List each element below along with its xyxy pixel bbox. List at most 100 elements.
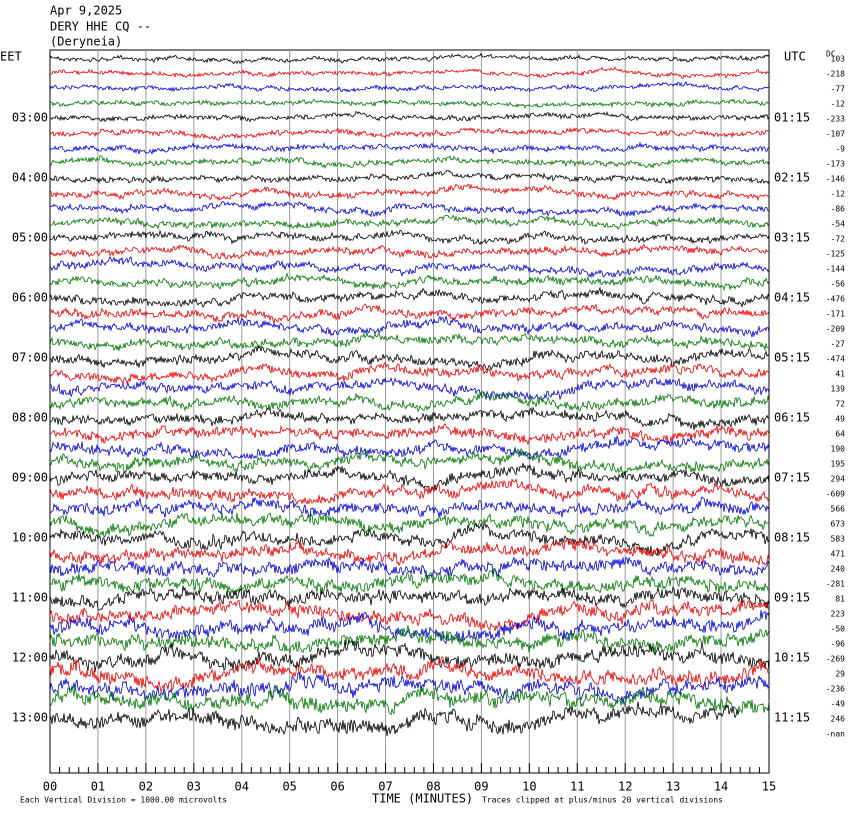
x-tick-label: 07 bbox=[378, 780, 392, 794]
dc-offset: -209 bbox=[826, 325, 845, 334]
dc-offset: 673 bbox=[831, 520, 846, 529]
trace bbox=[49, 330, 770, 352]
dc-offset: -218 bbox=[826, 70, 845, 79]
trace bbox=[49, 80, 769, 93]
trace bbox=[49, 684, 770, 716]
trace bbox=[49, 286, 770, 309]
dc-offset: -236 bbox=[826, 685, 845, 694]
trace bbox=[49, 638, 770, 673]
trace bbox=[49, 183, 770, 202]
left-time: 08:00 bbox=[12, 411, 48, 425]
dc-offset: -173 bbox=[826, 160, 845, 169]
trace bbox=[49, 256, 770, 279]
right-zone: UTC bbox=[784, 50, 806, 64]
left-time: 05:00 bbox=[12, 231, 48, 245]
right-time: 08:15 bbox=[774, 531, 810, 545]
right-time: 05:15 bbox=[774, 351, 810, 365]
x-tick-label: 06 bbox=[330, 780, 344, 794]
left-time: 04:00 bbox=[12, 171, 48, 185]
trace bbox=[49, 229, 770, 246]
dc-offset: -49 bbox=[831, 700, 846, 709]
trace bbox=[49, 567, 770, 595]
trace bbox=[49, 98, 770, 110]
left-time: 10:00 bbox=[12, 531, 48, 545]
left-time: 11:00 bbox=[12, 591, 48, 605]
trace bbox=[49, 110, 770, 123]
trace bbox=[49, 610, 770, 645]
left-time: 03:00 bbox=[12, 111, 48, 125]
dc-offset: 49 bbox=[835, 415, 845, 424]
trace bbox=[49, 361, 770, 386]
trace bbox=[49, 52, 770, 65]
dc-offset: 223 bbox=[831, 610, 846, 619]
dc-offset: -27 bbox=[831, 340, 846, 349]
dc-offset: -nan bbox=[826, 730, 845, 739]
x-tick-label: 03 bbox=[187, 780, 201, 794]
dc-offset: -77 bbox=[831, 85, 846, 94]
x-tick-label: 05 bbox=[282, 780, 296, 794]
trace bbox=[49, 538, 770, 567]
trace bbox=[49, 314, 770, 338]
trace bbox=[49, 272, 770, 292]
dc-offset: -72 bbox=[831, 235, 846, 244]
trace bbox=[49, 701, 741, 737]
dc-offset: -474 bbox=[826, 355, 845, 364]
dc-offset: -96 bbox=[831, 640, 846, 649]
date: Apr 9,2025 bbox=[50, 4, 122, 18]
trace bbox=[49, 169, 770, 185]
dc-offset: 139 bbox=[831, 385, 846, 394]
left-time: 06:00 bbox=[12, 291, 48, 305]
clip-note: Traces clipped at plus/minus 20 vertical… bbox=[482, 796, 723, 805]
trace bbox=[49, 345, 770, 372]
right-time: 06:15 bbox=[774, 411, 810, 425]
x-tick-label: 11 bbox=[570, 780, 584, 794]
dc-offset: 566 bbox=[831, 505, 846, 514]
x-tick-label: 10 bbox=[522, 780, 536, 794]
right-time: 11:15 bbox=[774, 711, 810, 725]
dc-offset: -233 bbox=[826, 115, 845, 124]
x-tick-label: 12 bbox=[618, 780, 632, 794]
trace bbox=[49, 127, 770, 141]
dc-label: DC bbox=[826, 50, 836, 59]
left-time: 07:00 bbox=[12, 351, 48, 365]
dc-offset: 81 bbox=[835, 595, 845, 604]
trace bbox=[49, 512, 770, 538]
trace bbox=[49, 434, 770, 460]
dc-offset: -144 bbox=[826, 265, 845, 274]
dc-offset: -269 bbox=[826, 655, 845, 664]
trace bbox=[49, 625, 770, 654]
right-time: 04:15 bbox=[774, 291, 810, 305]
trace bbox=[49, 155, 770, 170]
x-title: TIME (MINUTES) bbox=[372, 792, 473, 806]
right-time: 02:15 bbox=[774, 171, 810, 185]
dc-offset: 240 bbox=[831, 565, 846, 574]
dc-offset: -171 bbox=[826, 310, 845, 319]
location: (Deryneia) bbox=[50, 35, 122, 49]
trace bbox=[49, 463, 770, 495]
trace bbox=[49, 496, 770, 518]
x-tick-label: 14 bbox=[714, 780, 728, 794]
trace bbox=[49, 141, 770, 155]
dc-offset: -54 bbox=[831, 220, 846, 229]
dc-offset: -86 bbox=[831, 205, 846, 214]
right-time: 01:15 bbox=[774, 111, 810, 125]
dc-offset: -609 bbox=[826, 490, 845, 499]
x-tick-label: 08 bbox=[426, 780, 440, 794]
dc-offset: -12 bbox=[831, 100, 846, 109]
trace bbox=[49, 406, 770, 430]
right-time: 09:15 bbox=[774, 591, 810, 605]
left-time: 12:00 bbox=[12, 651, 48, 665]
dc-offset: 72 bbox=[835, 400, 845, 409]
scale-note: Each Vertical Division = 1000.00 microvo… bbox=[20, 796, 227, 805]
x-tick-label: 00 bbox=[43, 780, 57, 794]
x-tick-label: 02 bbox=[139, 780, 153, 794]
trace bbox=[49, 303, 770, 324]
dc-offset: 41 bbox=[835, 370, 845, 379]
trace bbox=[49, 656, 770, 694]
dc-offset: 294 bbox=[831, 475, 846, 484]
dc-offset: 246 bbox=[831, 715, 846, 724]
dc-offset: -281 bbox=[826, 580, 845, 589]
trace bbox=[49, 447, 770, 476]
trace bbox=[49, 214, 770, 231]
x-tick-label: 04 bbox=[235, 780, 249, 794]
